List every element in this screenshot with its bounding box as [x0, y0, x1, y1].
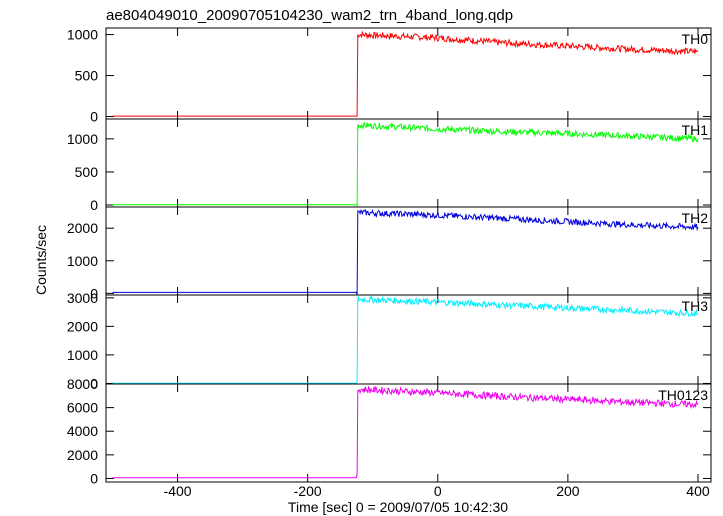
- x-tick-label-4: 400: [686, 483, 710, 499]
- y-tick-label-1-2: 1000: [67, 131, 98, 147]
- x-tick-label-1: -200: [294, 483, 322, 499]
- y-tick-label-4-1: 2000: [67, 447, 98, 463]
- y-tick-label-3-2: 2000: [67, 318, 98, 334]
- y-tick-label-3-0: 0: [90, 375, 98, 391]
- y-tick-label-0-2: 1000: [67, 27, 98, 43]
- x-axis-label: Time [sec] 0 = 2009/07/05 10:42:30: [288, 499, 508, 515]
- y-tick-label-4-0: 0: [90, 470, 98, 486]
- series-line-th2: [112, 209, 699, 295]
- y-tick-label-0-0: 0: [90, 109, 98, 125]
- panel-frame-3: [105, 294, 712, 385]
- panel-frame-4: [105, 383, 712, 483]
- x-tick-label-0: -400: [164, 483, 192, 499]
- panel-frame-0: [105, 27, 712, 120]
- panel-frame-2: [105, 206, 712, 296]
- panel-label-th3: TH3: [682, 298, 709, 314]
- series-line-th0123: [112, 385, 699, 479]
- y-tick-label-1-1: 500: [75, 164, 99, 180]
- y-tick-label-4-3: 6000: [67, 400, 98, 416]
- panel-label-th1: TH1: [682, 122, 709, 138]
- y-tick-label-4-2: 4000: [67, 423, 98, 439]
- y-tick-label-2-2: 2000: [67, 220, 98, 236]
- y-tick-label-1-0: 0: [90, 197, 98, 213]
- series-line-th1: [112, 122, 699, 207]
- y-tick-label-3-3: 3000: [67, 290, 98, 306]
- y-tick-label-2-0: 0: [90, 285, 98, 301]
- panel-label-th0: TH0: [682, 31, 709, 47]
- series-line-th3: [112, 295, 699, 384]
- y-tick-label-2-1: 1000: [67, 253, 98, 269]
- y-tick-label-4-4: 8000: [67, 376, 98, 392]
- x-tick-label-2: 0: [434, 483, 442, 499]
- y-tick-label-3-1: 1000: [67, 347, 98, 363]
- x-tick-label-3: 200: [556, 483, 580, 499]
- chart-title: ae804049010_20090705104230_wam2_trn_4ban…: [106, 7, 513, 24]
- panel-label-th2: TH2: [682, 210, 709, 226]
- panel-label-th0123: TH0123: [658, 387, 708, 403]
- panel-frame-1: [105, 118, 712, 208]
- series-line-th0: [112, 30, 699, 117]
- y-tick-label-0-1: 500: [75, 68, 99, 84]
- y-axis-label: Counts/sec: [33, 225, 49, 295]
